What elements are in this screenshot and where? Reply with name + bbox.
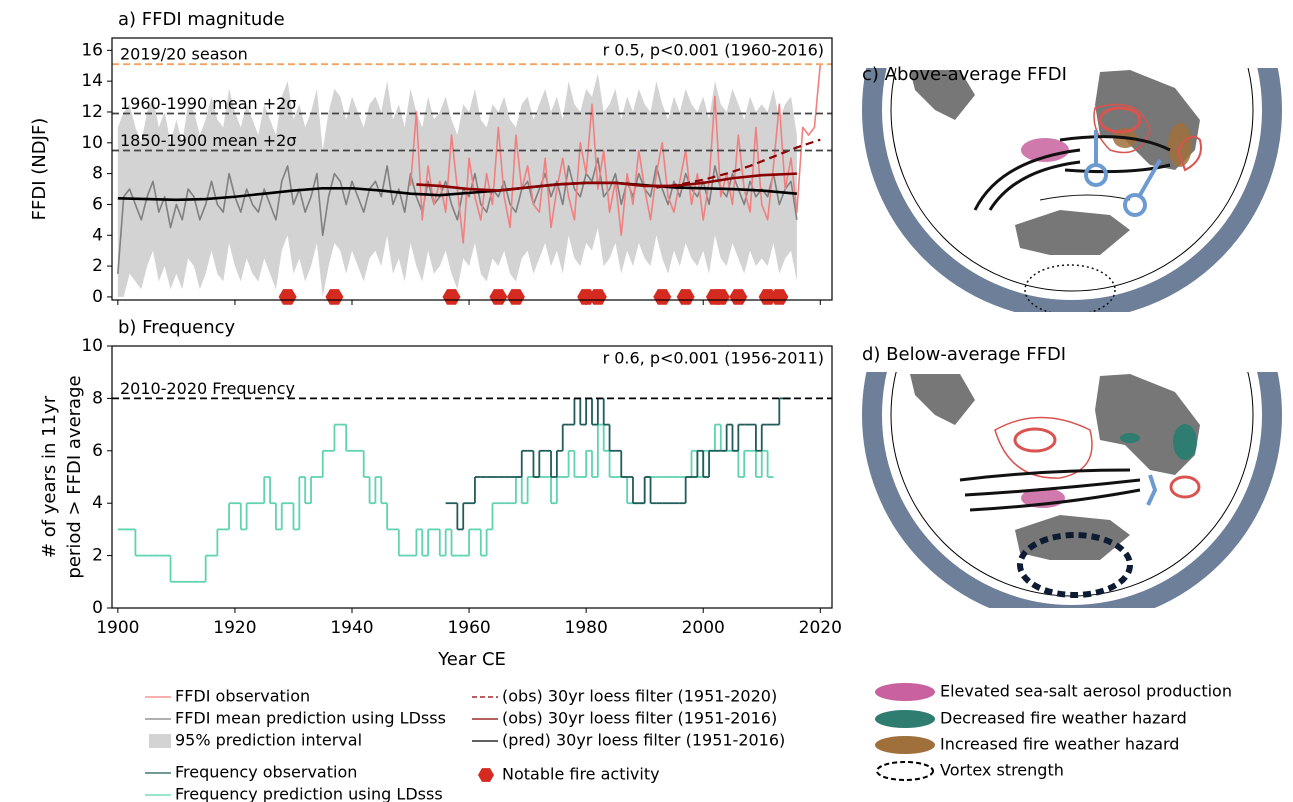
map-legend-swatches: [875, 683, 935, 780]
chart-title: b) Frequency: [118, 317, 236, 338]
figure: c) Above-average FFDI d) Below-average F…: [0, 0, 1293, 802]
chart-title: a) FFDI magnitude: [118, 9, 285, 30]
y-tick-label: 2: [92, 546, 103, 566]
fire-marker: [653, 289, 671, 305]
legend-label: (obs) 30yr loess filter (1951-2020): [502, 687, 777, 706]
y-tick-label: 6: [92, 194, 103, 214]
reference-label: 2010-2020 Frequency: [120, 379, 295, 398]
fire-marker: [443, 289, 461, 305]
legend-label: Notable fire activity: [502, 765, 660, 784]
legend-label: (obs) 30yr loess filter (1951-2016): [502, 709, 777, 728]
legend-swatch: [149, 734, 171, 748]
x-axis-label: Year CE: [437, 649, 506, 670]
y-tick-label: 14: [81, 71, 103, 91]
y-tick-label: 0: [92, 598, 103, 618]
y-tick-label: 8: [92, 388, 103, 408]
y-tick-label: 4: [92, 225, 103, 245]
annotation: r 0.6, p<0.001 (1956-2011): [603, 349, 824, 368]
y-axis-label: period > FFDI average: [64, 375, 85, 578]
legend-label: Frequency prediction using LDsss: [175, 785, 443, 802]
x-tick-label: 2000: [682, 618, 725, 638]
y-tick-label: 12: [81, 102, 103, 122]
legend-label: Frequency observation: [175, 763, 357, 782]
legend-label: 95% prediction interval: [175, 731, 362, 750]
reference-label: 1960-1990 mean +2σ: [120, 94, 296, 113]
map-legend-label: Increased fire weather hazard: [940, 735, 1179, 754]
x-tick-label: 1920: [213, 618, 256, 638]
y-tick-label: 0: [92, 287, 103, 307]
y-tick-label: 10: [81, 336, 103, 356]
fire-marker: [489, 289, 507, 305]
y-axis-label: # of years in 11yr: [39, 395, 60, 558]
map-legend-label: Vortex strength: [940, 761, 1064, 780]
fire-marker: [729, 289, 747, 305]
reference-label: 1850-1900 mean +2σ: [120, 131, 296, 150]
y-tick-label: 4: [92, 493, 103, 513]
fire-marker: [279, 289, 297, 305]
y-tick-label: 10: [81, 133, 103, 153]
fire-marker: [325, 289, 343, 305]
map-panel-c: [872, 0, 1272, 315]
x-tick-label: 1980: [565, 618, 608, 638]
map-legend-label: Elevated sea-salt aerosol production: [940, 682, 1232, 701]
fire-marker: [677, 289, 695, 305]
y-axis-label: FFDI (NDJF): [29, 118, 50, 221]
y-tick-label: 6: [92, 441, 103, 461]
legend-swatch: [478, 768, 494, 782]
y-tick-label: 2: [92, 256, 103, 276]
panel-title: c) Above-average FFDI: [862, 64, 1067, 85]
y-tick-label: 8: [92, 164, 103, 184]
legend-label: FFDI mean prediction using LDsss: [175, 709, 446, 728]
legend-label: FFDI observation: [175, 687, 310, 706]
x-tick-label: 1940: [330, 618, 373, 638]
fire-marker: [507, 289, 525, 305]
x-tick-label: 2020: [799, 618, 842, 638]
annotation: r 0.5, p<0.001 (1960-2016): [603, 41, 824, 60]
x-tick-label: 1900: [96, 618, 139, 638]
panel-title: d) Below-average FFDI: [862, 344, 1066, 365]
x-tick-label: 1960: [447, 618, 490, 638]
map-legend-label: Decreased fire weather hazard: [940, 709, 1187, 728]
y-tick-label: 16: [81, 40, 103, 60]
legend-label: (pred) 30yr loess filter (1951-2016): [502, 731, 785, 750]
reference-label: 2019/20 season: [120, 45, 248, 64]
